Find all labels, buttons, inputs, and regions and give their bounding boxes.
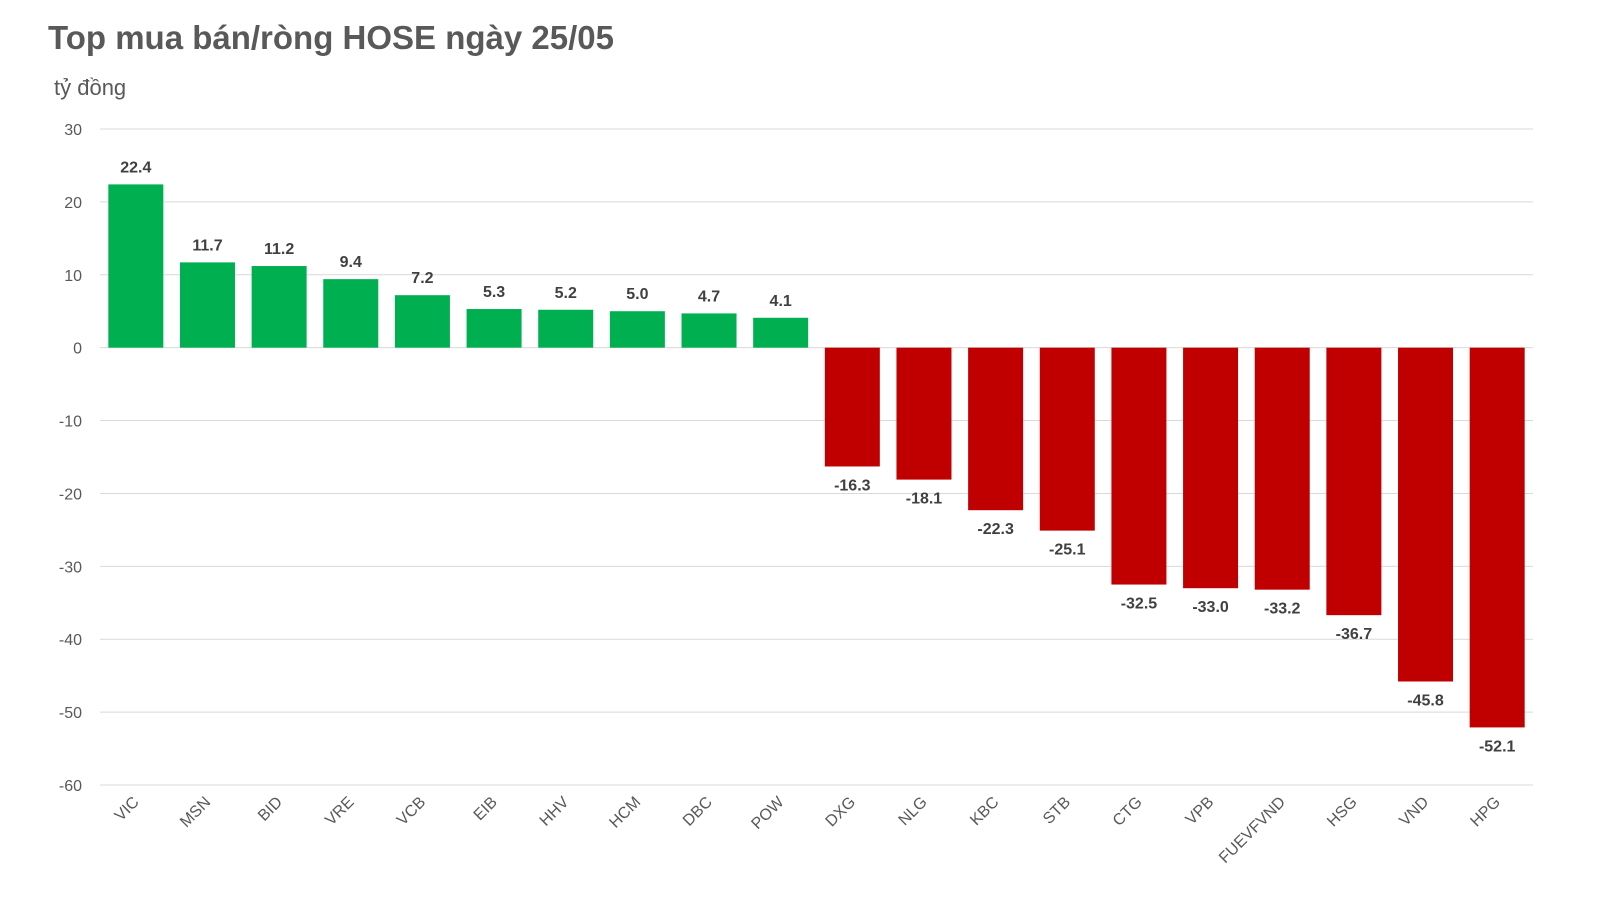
data-label: 7.2 [411,270,433,287]
data-label: -33.2 [1264,601,1301,618]
bars [108,184,1525,728]
y-tick-label: -50 [59,705,82,722]
data-label: -45.8 [1407,692,1444,709]
bar-hpg [1469,347,1525,728]
x-tick-label: MSN [177,794,214,831]
data-labels: 22.4 11.7 11.2 9.4 7.2 5.3 5.2 5.0 4.7 4.1 -16.3 -1… [120,159,1515,755]
data-label: 5.2 [555,285,577,302]
data-label: 4.7 [698,288,720,305]
bar-kbc [968,347,1024,511]
x-axis-ticks: VIC MSN BID VRE VCB EIB HHV HCM DBC POW DXG NLG KBC S… [112,793,1504,867]
x-tick-label: CTG [1110,794,1146,830]
bar-hsg [1326,347,1382,616]
x-tick-label: HPG [1467,794,1504,831]
x-tick-label: FUEVFVND [1216,794,1289,867]
data-label: 22.4 [120,159,151,176]
x-tick-label: VPB [1183,794,1218,829]
bar-vre [323,279,379,348]
x-tick-label: EIB [471,794,501,824]
y-tick-label: -30 [59,559,82,576]
bar-vpb [1183,347,1239,589]
bar-vnd [1398,347,1454,682]
x-tick-label: BID [255,794,286,825]
data-label: -33.0 [1192,599,1229,616]
data-label: 11.7 [192,237,222,254]
x-tick-label: POW [748,793,788,833]
bar-fuevfvnd [1254,347,1310,590]
x-tick-label: KBC [967,794,1002,829]
x-tick-label: DXG [823,794,860,831]
bar-stb [1039,347,1095,531]
data-label: 4.1 [770,293,792,310]
y-tick-label: -20 [59,486,82,503]
data-label: 5.3 [483,284,505,301]
data-label: -16.3 [834,477,871,494]
y-tick-label: 0 [73,341,82,358]
data-label: -32.5 [1121,596,1158,613]
gridlines [100,128,1533,786]
data-label: 9.4 [340,254,362,271]
y-tick-label: 10 [64,268,82,285]
bar-dxg [824,347,880,467]
x-tick-label: VIC [112,794,143,825]
x-tick-label: HCM [606,794,644,832]
x-tick-label: NLG [896,794,931,829]
bar-vcb [394,295,450,348]
y-axis-ticks: 30 20 10 0 -10 -20 -30 -40 -50 -60 [59,122,82,795]
x-tick-label: VRE [322,794,357,829]
chart-title: Top mua bán/ròng HOSE ngày 25/05 [48,19,614,56]
bar-nlg [896,347,952,480]
y-tick-label: -40 [59,632,82,649]
y-tick-label: 30 [64,122,82,139]
x-tick-label: HHV [537,794,573,830]
bar-dbc [681,313,737,348]
x-tick-label: HSG [1324,794,1361,831]
bar-hhv [538,309,594,348]
bar-hcm [609,311,665,348]
data-label: 11.2 [264,241,294,258]
data-label: -18.1 [906,491,943,508]
data-label: -52.1 [1479,738,1516,755]
y-axis-label: tỷ đồng [54,75,126,100]
data-label: -36.7 [1336,626,1373,643]
x-tick-label: VCB [394,794,429,829]
bar-msn [179,262,235,348]
y-tick-label: -60 [59,778,82,795]
data-label: -25.1 [1049,542,1086,559]
data-label: -22.3 [977,521,1014,538]
y-tick-label: -10 [59,414,82,431]
bar-vic [108,184,164,348]
bar-bid [251,266,307,348]
y-tick-label: 20 [64,195,82,212]
bar-ctg [1111,347,1167,585]
bar-eib [466,309,522,348]
x-tick-label: STB [1040,794,1074,828]
x-tick-label: VND [1396,794,1432,830]
bar-pow [753,317,809,348]
x-tick-label: DBC [680,794,716,830]
data-label: 5.0 [626,286,648,303]
